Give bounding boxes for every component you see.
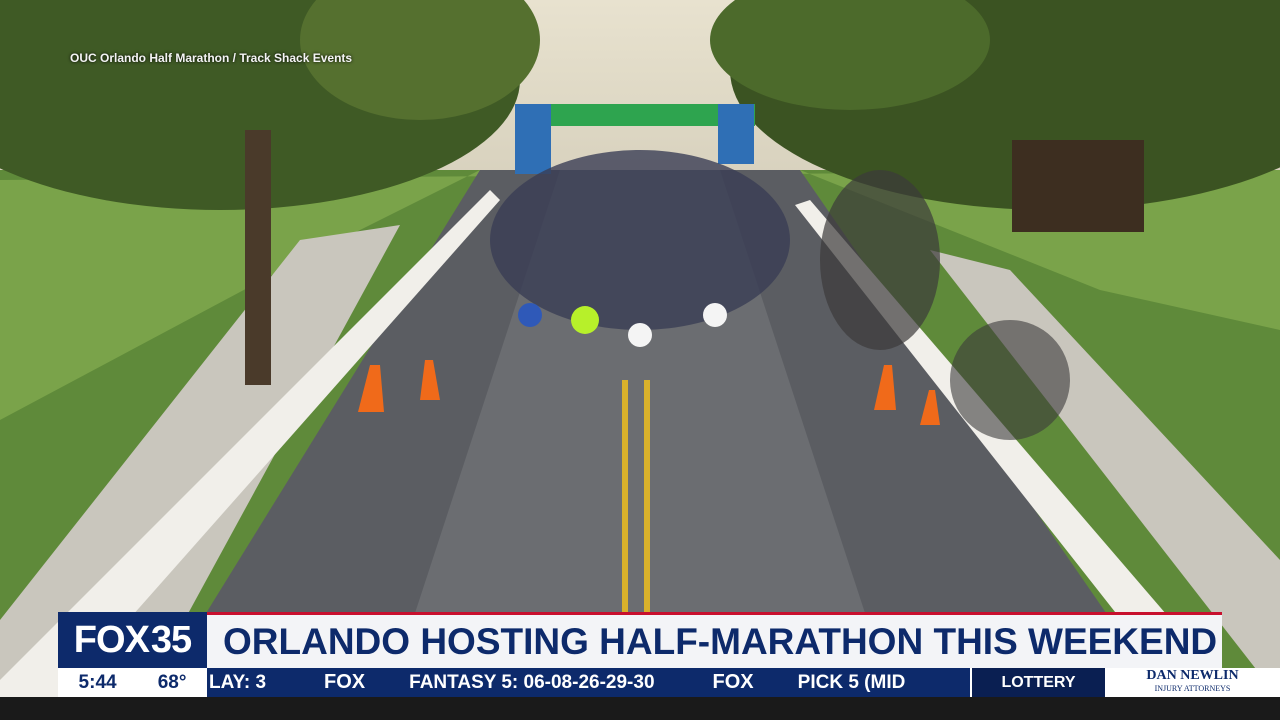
headline: ORLANDO HOSTING HALF-MARATHON THIS WEEKE… bbox=[207, 612, 1222, 668]
ticker-item: PICK 5 (MID bbox=[797, 671, 906, 693]
ticker-item: LAY: 3 bbox=[209, 671, 267, 693]
ticker-label: LOTTERY bbox=[970, 668, 1105, 697]
time-temp: 5:44 68° bbox=[58, 668, 207, 697]
ticker-item: FOX bbox=[324, 671, 366, 693]
logo-brand: FOX bbox=[73, 618, 150, 661]
ticker-item: FANTASY 5: 06-08-26-29-30 bbox=[409, 671, 655, 693]
ticker: LAY: 3 FOX FANTASY 5: 06-08-26-29-30 FOX PIC… bbox=[207, 668, 970, 697]
ticker-item: FOX bbox=[712, 671, 754, 693]
sponsor-tagline: INJURY ATTORNEYS bbox=[1154, 684, 1231, 693]
temperature: 68° bbox=[157, 671, 187, 693]
sponsor: DAN NEWLIN INJURY ATTORNEYS bbox=[1105, 668, 1280, 697]
time: 5:44 bbox=[78, 671, 117, 693]
photo-credit: OUC Orlando Half Marathon / Track Shack … bbox=[70, 51, 353, 65]
logo-channel: 35 bbox=[150, 618, 192, 661]
sponsor-name: DAN NEWLIN bbox=[1146, 668, 1239, 683]
bottom-strip bbox=[0, 697, 1280, 720]
station-logo: FOX 35 bbox=[58, 612, 207, 668]
